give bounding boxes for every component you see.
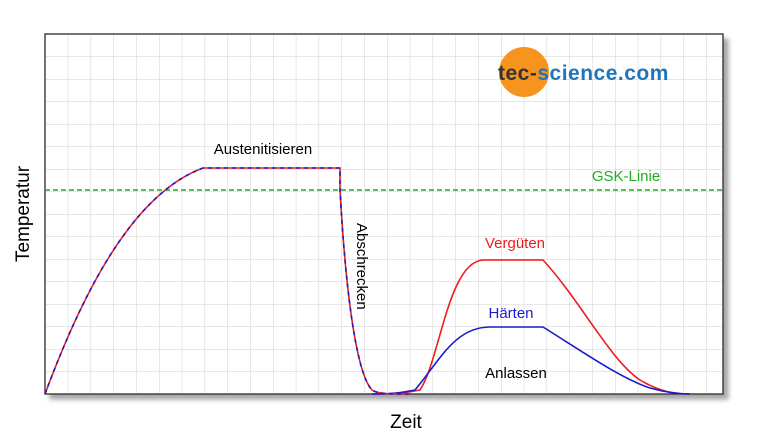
grid: [45, 34, 723, 394]
y-axis-label: Temperatur: [13, 165, 34, 262]
x-axis-label: Zeit: [390, 412, 422, 432]
logo-text: tec-science.com: [498, 62, 669, 85]
logo-part1: tec-: [498, 62, 537, 85]
label-anlassen: Anlassen: [485, 365, 547, 382]
austenitisieren-curve-blue: [44, 167, 411, 395]
logo-orange-circle: [499, 47, 549, 97]
label-gsk-linie: GSK-Linie: [592, 168, 660, 185]
harten-curve: [371, 326, 691, 395]
tec-science-logo: tec-science.com: [498, 47, 669, 97]
verguten-curve: [371, 259, 691, 395]
label-austenitisieren: Austenitisieren: [214, 141, 312, 158]
logo-part2: science.com: [537, 62, 669, 85]
label-abschrecken: Abschrecken: [353, 223, 370, 310]
label-harten: Härten: [488, 305, 533, 322]
label-verguten: Vergüten: [485, 235, 545, 252]
